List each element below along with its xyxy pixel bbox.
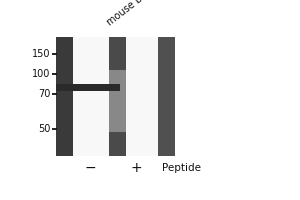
Text: 70: 70 [38, 89, 50, 99]
Bar [73, 37, 109, 84]
Text: 50: 50 [38, 124, 50, 134]
Bar [109, 37, 126, 70]
Bar [109, 70, 126, 132]
Bar [109, 132, 126, 156]
Text: mouse brain: mouse brain [105, 0, 159, 28]
Text: 100: 100 [32, 69, 50, 79]
Bar [73, 91, 109, 156]
Bar [126, 37, 158, 156]
Text: +: + [130, 161, 142, 175]
Bar [56, 37, 73, 156]
Bar [56, 84, 120, 91]
Text: Peptide: Peptide [162, 163, 201, 173]
Text: 150: 150 [32, 49, 50, 59]
Text: −: − [85, 161, 96, 175]
Bar [158, 37, 175, 156]
